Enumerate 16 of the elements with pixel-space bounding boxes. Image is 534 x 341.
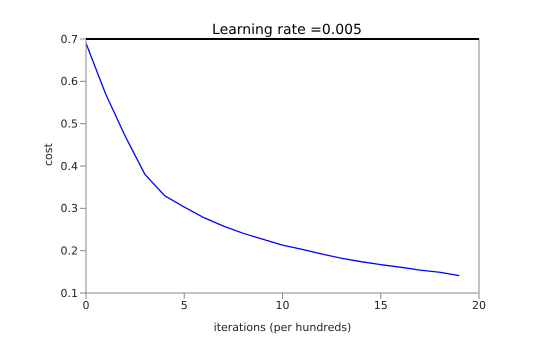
line-series [86,42,460,276]
y-tick-label: 0.5 [60,118,78,131]
y-tick-label: 0.2 [60,244,78,258]
y-tick-label: 0.6 [60,75,78,88]
x-tick-label: 0 [82,298,90,312]
x-tick-label: 10 [276,298,290,312]
x-tick-label: 15 [374,298,388,312]
chart-title: Learning rate =0.005 [211,22,363,38]
y-tick-label: 0.1 [60,286,78,300]
x-tick-label: 5 [180,298,188,312]
x-tick-label: 20 [472,298,486,312]
y-tick-label: 0.3 [60,202,78,216]
x-axis-title: iterations (per hundreds) [214,321,352,334]
y-tick-label: 0.4 [60,160,78,173]
y-axis-title: cost [42,142,55,166]
y-tick-label: 0.7 [60,32,78,46]
